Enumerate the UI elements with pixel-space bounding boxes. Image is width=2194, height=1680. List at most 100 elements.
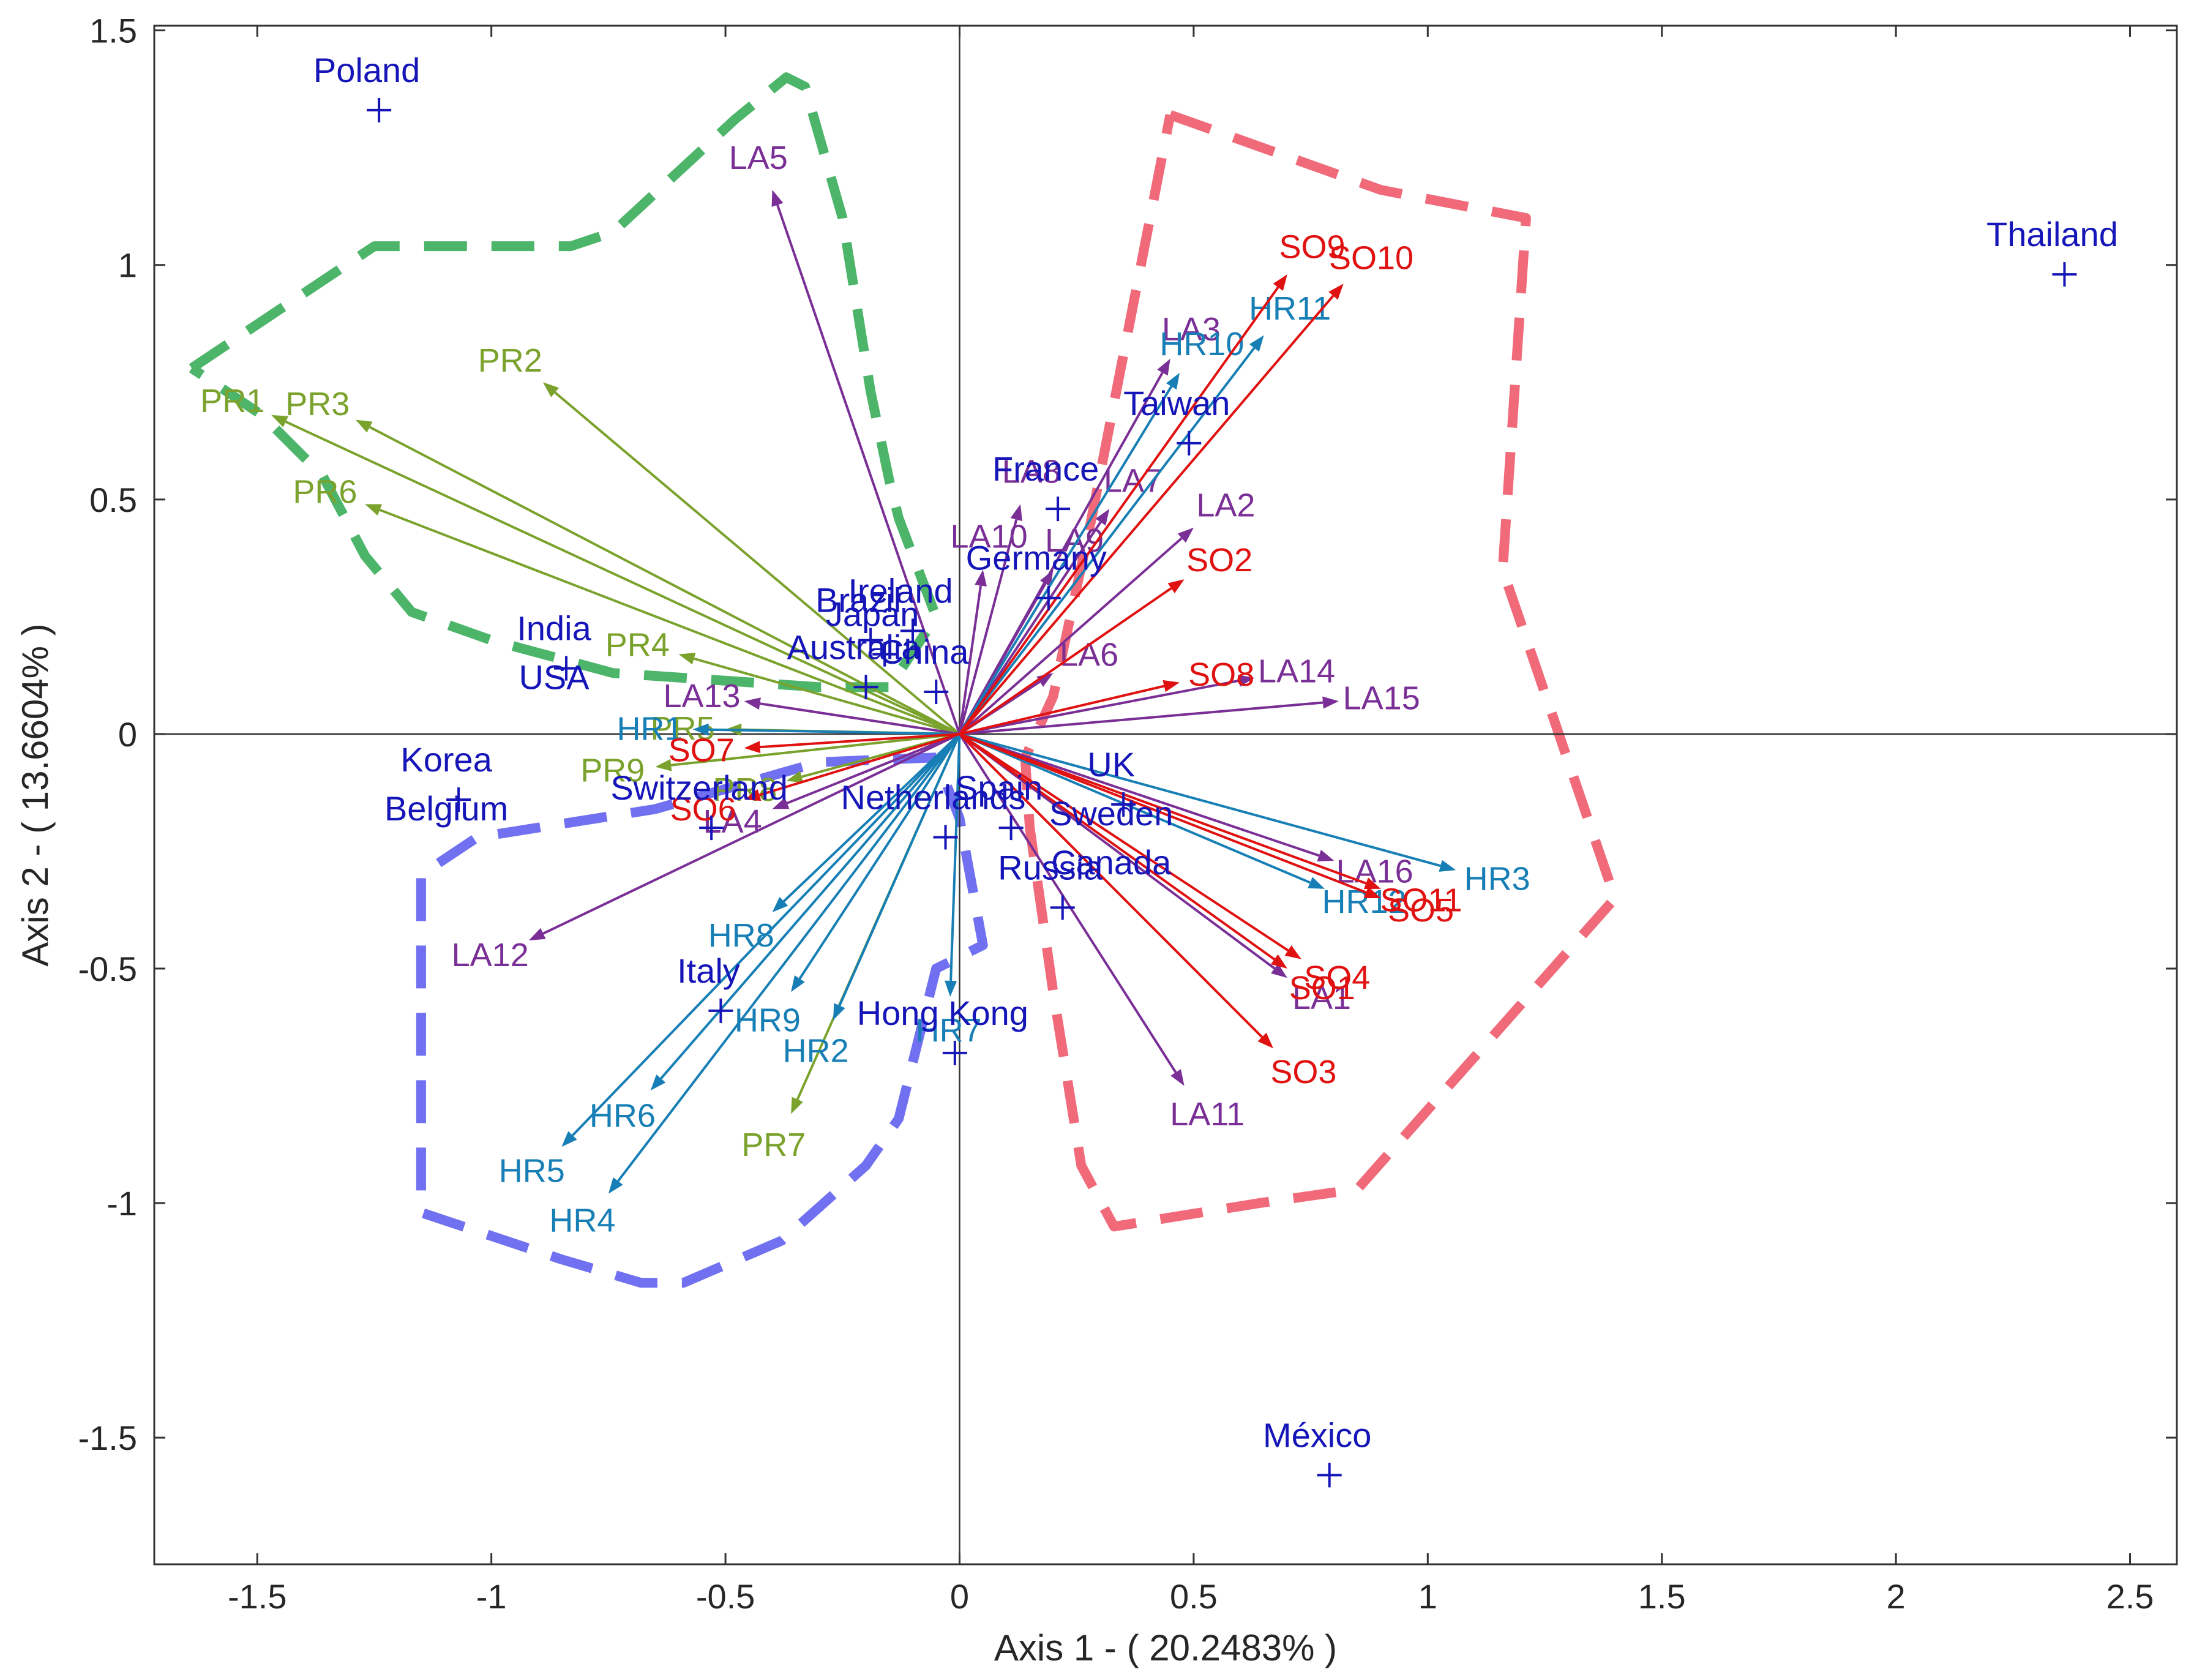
country-label: Spain <box>955 768 1043 807</box>
vector-hr1: HR1 <box>616 710 960 747</box>
country-india: India <box>517 609 592 681</box>
vector-arrowhead <box>771 190 784 207</box>
country-label: Brazil <box>815 581 901 620</box>
country-marker <box>858 628 883 653</box>
country-japan: Japan <box>826 595 919 667</box>
vector-label: PR4 <box>605 627 670 664</box>
country-belgium: Belgium <box>384 789 508 828</box>
country-marker <box>446 787 471 812</box>
country-switzerland: Switzerland <box>610 768 788 841</box>
vector-la5: LA5 <box>729 140 961 735</box>
y-axis-label: Axis 2 - ( 13.6604% ) <box>15 623 56 966</box>
country-label: UK <box>1087 745 1135 784</box>
country-marker <box>942 1040 967 1065</box>
vector-label: SO5 <box>1388 892 1454 929</box>
vector-arrowhead <box>355 419 373 433</box>
country-canada: Canada <box>1051 843 1172 882</box>
vector-arrowhead <box>655 759 672 771</box>
country-marker <box>1036 585 1061 610</box>
vector-line <box>958 347 1256 735</box>
vector-line <box>959 733 1275 961</box>
vector-line <box>571 733 960 1136</box>
vector-arrowhead <box>772 896 788 913</box>
vector-arrowhead <box>1237 675 1255 687</box>
country-marker <box>1177 430 1202 456</box>
country-marker <box>1111 792 1136 817</box>
y-tick-label: 1 <box>118 246 137 285</box>
country-mexico: México <box>1263 1416 1371 1488</box>
country-thailand: Thailand <box>1986 215 2118 287</box>
vector-line <box>949 733 961 981</box>
y-tick-label: -1.5 <box>78 1419 138 1457</box>
vector-la13: LA13 <box>663 678 960 735</box>
vector-label: PR1 <box>200 383 264 419</box>
vector-line <box>959 733 1263 1038</box>
vector-arrowhead <box>1167 579 1185 594</box>
vector-hr2: HR2 <box>783 733 961 1070</box>
vector-arrowhead <box>561 1131 577 1147</box>
vector-arrowhead <box>1170 1069 1185 1086</box>
vector-arrowhead <box>772 797 790 809</box>
vector-label: SO1 <box>1289 970 1355 1007</box>
country-taiwan: Taiwan <box>1123 384 1230 456</box>
vector-arrowhead <box>528 928 546 941</box>
vector-arrowhead <box>744 697 761 710</box>
country-label: Taiwan <box>1123 384 1230 422</box>
vector-label: SO3 <box>1270 1054 1336 1090</box>
vector-arrowhead <box>791 1097 803 1114</box>
x-axis-label: Axis 1 - ( 20.2483% ) <box>994 1627 1337 1668</box>
vector-hr12: HR12 <box>959 733 1407 920</box>
vector-label: LA12 <box>452 937 529 973</box>
vector-line <box>959 732 1441 868</box>
vector-so4: SO4 <box>959 733 1370 996</box>
vector-so6: SO6 <box>670 732 960 828</box>
vector-label: SO8 <box>1188 656 1254 693</box>
x-tick-label: -0.5 <box>696 1577 755 1616</box>
vector-label: PR9 <box>580 752 645 789</box>
country-korea: Korea <box>400 740 493 812</box>
vector-line <box>958 733 1177 1073</box>
vector-label: HR3 <box>1464 861 1530 898</box>
vector-label: LA13 <box>663 678 740 714</box>
country-china: China <box>879 632 969 704</box>
vector-line <box>776 204 961 735</box>
vector-label: HR6 <box>590 1098 656 1134</box>
vector-arrowhead <box>1363 877 1381 890</box>
vector-arrowhead <box>608 1177 623 1194</box>
vector-la9: LA9 <box>958 522 1104 735</box>
vector-la11: LA11 <box>958 733 1245 1133</box>
country-label: Canada <box>1051 843 1172 882</box>
vector-arrowhead <box>692 723 709 736</box>
country-label: México <box>1263 1416 1371 1454</box>
vector-line <box>959 701 1324 735</box>
hull-blue <box>416 752 988 1288</box>
country-label: India <box>517 609 591 648</box>
vector-label: PR3 <box>285 386 350 422</box>
vector-line <box>959 684 1165 735</box>
vector-label: HR12 <box>1322 883 1406 920</box>
vector-hr6: HR6 <box>590 733 960 1134</box>
country-markers: Poland Thailand India USA Korea Belgium Switze… <box>313 51 2118 1488</box>
y-tick-label: -1 <box>107 1184 137 1223</box>
country-marker <box>1050 895 1075 920</box>
x-tick-label: 1 <box>1418 1577 1437 1616</box>
vector-pr1: PR1 <box>200 383 960 735</box>
country-label: Switzerland <box>610 768 787 807</box>
country-label: Australia <box>787 628 921 666</box>
vector-arrowhead <box>271 414 288 427</box>
vector-arrowhead <box>1322 696 1339 709</box>
x-tick-label: 0 <box>950 1577 969 1616</box>
vector-label: PR6 <box>293 474 357 511</box>
vector-label: LA8 <box>1002 453 1061 490</box>
vector-arrowhead <box>1177 527 1194 543</box>
y-tick-label: 0 <box>118 715 137 754</box>
country-marker <box>554 656 579 681</box>
vector-label: PR7 <box>741 1127 806 1163</box>
vector-line <box>959 537 1183 735</box>
country-marker <box>853 675 878 700</box>
country-marker <box>1317 1463 1342 1488</box>
country-label: Korea <box>400 740 492 779</box>
vector-arrowhead <box>833 1003 845 1021</box>
vector-line <box>786 733 960 804</box>
country-label: China <box>879 632 969 671</box>
